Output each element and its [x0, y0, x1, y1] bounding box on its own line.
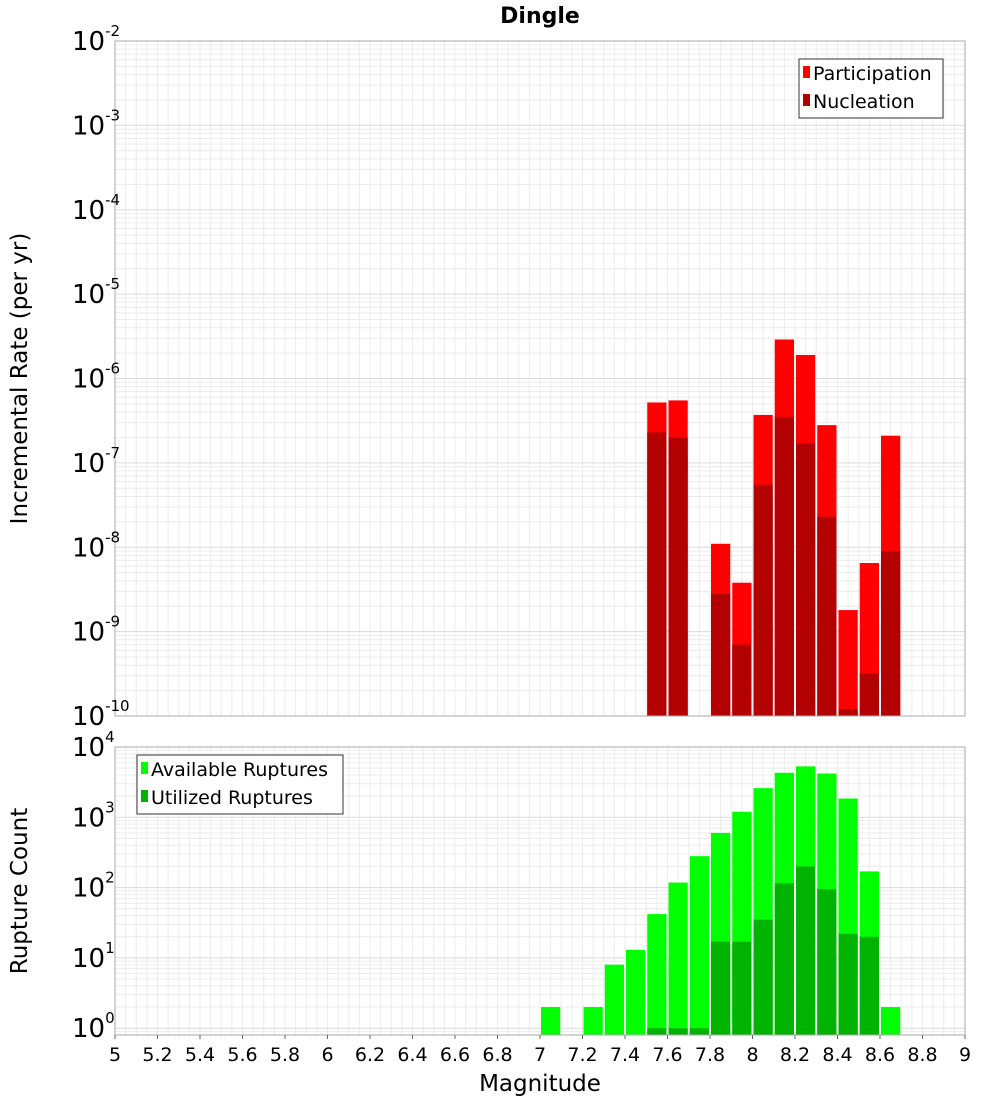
bar-nucleation — [838, 709, 858, 716]
bar-utilized-ruptures — [817, 889, 837, 1035]
x-tick-label: 8.8 — [907, 1044, 937, 1066]
bar-utilized-ruptures — [753, 919, 773, 1035]
y-tick-label: 10-5 — [72, 275, 120, 310]
x-tick-label: 7.6 — [652, 1044, 682, 1066]
bar-utilized-ruptures — [732, 941, 752, 1035]
y-tick-label: 10-3 — [72, 106, 120, 141]
legend-label: Participation — [813, 63, 932, 85]
x-axis-label: Magnitude — [479, 1071, 601, 1097]
x-tick-label: 6.8 — [482, 1044, 512, 1066]
x-tick-label: 7.2 — [567, 1044, 597, 1066]
bar-available-ruptures — [541, 1007, 561, 1035]
y-tick-label: 10-10 — [72, 697, 130, 732]
bar-nucleation — [668, 437, 688, 716]
x-tick-label: 8.2 — [780, 1044, 810, 1066]
y-axis-label: Incremental Rate (per yr) — [7, 233, 33, 525]
x-tick-label: 5.6 — [227, 1044, 257, 1066]
y-tick-label: 101 — [72, 939, 115, 974]
bar-utilized-ruptures — [774, 883, 794, 1035]
legend-box — [798, 58, 944, 119]
x-tick-label: 7 — [534, 1044, 546, 1066]
x-tick-label: 7.4 — [610, 1044, 640, 1066]
bar-nucleation — [881, 551, 901, 716]
y-tick-label: 100 — [72, 1009, 115, 1044]
x-tick-label: 5.8 — [270, 1044, 300, 1066]
bar-available-ruptures — [668, 882, 688, 1035]
bar-utilized-ruptures — [838, 933, 858, 1035]
bar-available-ruptures — [881, 1007, 901, 1035]
bar-utilized-ruptures — [689, 1028, 709, 1035]
bar-nucleation — [796, 443, 816, 716]
y-tick-label: 10-8 — [72, 528, 120, 563]
y-tick-label: 10-7 — [72, 444, 120, 479]
bar-participation — [838, 610, 858, 716]
bar-nucleation — [647, 432, 667, 716]
bar-available-ruptures — [647, 914, 667, 1035]
y-tick-label: 103 — [72, 798, 115, 833]
legend-label: Available Ruptures — [151, 759, 328, 781]
x-tick-label: 6 — [321, 1044, 333, 1066]
legend-swatch — [141, 762, 148, 774]
x-tick-label: 6.2 — [355, 1044, 385, 1066]
x-tick-label: 5.2 — [142, 1044, 172, 1066]
bar-available-ruptures — [583, 1007, 603, 1035]
x-tick-label: 8.6 — [865, 1044, 895, 1066]
legend-swatch — [141, 790, 148, 802]
x-tick-label: 5.4 — [185, 1044, 215, 1066]
y-tick-label: 10-6 — [72, 360, 120, 395]
y-axis-label: Rupture Count — [7, 808, 33, 974]
legend-swatch — [803, 66, 810, 78]
legend-label: Utilized Ruptures — [151, 787, 313, 809]
x-tick-label: 9 — [959, 1044, 971, 1066]
plot-border — [114, 40, 966, 717]
x-tick-label: 6.4 — [397, 1044, 427, 1066]
x-tick-label: 8 — [746, 1044, 758, 1066]
legend-box — [136, 754, 344, 815]
bar-utilized-ruptures — [647, 1028, 667, 1035]
y-tick-label: 102 — [72, 869, 115, 904]
y-tick-label: 10-9 — [72, 613, 120, 648]
bar-nucleation — [817, 516, 837, 716]
bar-available-ruptures — [604, 964, 624, 1035]
y-tick-label: 10-2 — [72, 22, 120, 57]
legend-swatch — [803, 94, 810, 106]
chart-title: Dingle — [500, 4, 580, 29]
bar-utilized-ruptures — [796, 866, 816, 1035]
y-tick-label: 104 — [72, 728, 115, 763]
bar-available-ruptures — [689, 856, 709, 1035]
bar-nucleation — [711, 593, 731, 716]
bar-utilized-ruptures — [859, 936, 879, 1035]
bar-nucleation — [774, 416, 794, 716]
x-tick-label: 7.8 — [695, 1044, 725, 1066]
bar-utilized-ruptures — [668, 1028, 688, 1035]
legend-label: Nucleation — [813, 91, 915, 113]
x-tick-label: 5 — [109, 1044, 121, 1066]
y-tick-label: 10-4 — [72, 191, 120, 226]
bar-nucleation — [753, 484, 773, 716]
bar-available-ruptures — [626, 949, 646, 1035]
bar-nucleation — [859, 673, 879, 716]
x-tick-label: 6.6 — [440, 1044, 470, 1066]
bar-nucleation — [732, 644, 752, 716]
bar-utilized-ruptures — [711, 941, 731, 1035]
x-tick-label: 8.4 — [822, 1044, 852, 1066]
